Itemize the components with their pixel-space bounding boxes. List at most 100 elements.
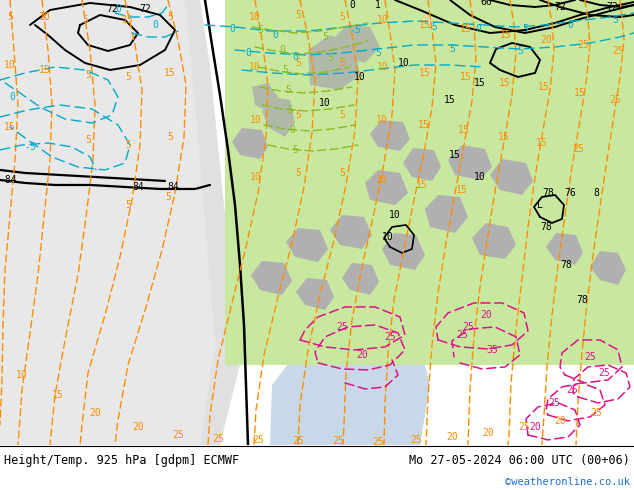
Text: 25: 25 <box>384 332 396 342</box>
Text: 10: 10 <box>376 175 388 185</box>
Text: 5: 5 <box>292 145 298 155</box>
Text: 5: 5 <box>85 135 91 145</box>
Text: 15: 15 <box>538 82 550 92</box>
Text: 20: 20 <box>356 350 368 360</box>
Text: 20: 20 <box>446 432 458 442</box>
Polygon shape <box>225 0 634 365</box>
Text: 5: 5 <box>295 58 301 68</box>
Text: 78: 78 <box>576 295 588 305</box>
Text: Height/Temp. 925 hPa [gdpm] ECMWF: Height/Temp. 925 hPa [gdpm] ECMWF <box>4 454 239 467</box>
Polygon shape <box>460 235 520 275</box>
Polygon shape <box>448 145 492 180</box>
Text: 5: 5 <box>82 15 88 25</box>
Text: 0: 0 <box>567 20 573 30</box>
Polygon shape <box>568 97 634 165</box>
Text: 5: 5 <box>449 44 455 54</box>
Polygon shape <box>425 195 468 233</box>
Text: 15: 15 <box>574 88 586 98</box>
Text: 0: 0 <box>289 125 295 135</box>
Text: 78: 78 <box>560 260 572 270</box>
Text: 25: 25 <box>212 434 224 444</box>
Text: 15: 15 <box>498 132 510 142</box>
Polygon shape <box>0 0 240 445</box>
Text: 15: 15 <box>474 78 486 88</box>
Polygon shape <box>252 83 278 113</box>
Text: 25: 25 <box>518 422 530 432</box>
Text: 0: 0 <box>245 48 251 58</box>
Text: 10: 10 <box>250 115 262 125</box>
Text: 0: 0 <box>229 24 235 34</box>
Text: 15: 15 <box>52 390 64 400</box>
Text: 5: 5 <box>85 70 91 80</box>
Text: -5: -5 <box>349 25 361 35</box>
Text: 15: 15 <box>444 95 456 105</box>
Text: 10: 10 <box>39 12 51 22</box>
Text: 72: 72 <box>554 2 566 12</box>
Polygon shape <box>472 223 516 259</box>
Text: 5: 5 <box>7 12 13 22</box>
Text: 8: 8 <box>593 188 599 198</box>
Text: 5: 5 <box>167 132 173 142</box>
Text: 25: 25 <box>456 330 468 340</box>
Polygon shape <box>335 25 380 63</box>
Text: 0: 0 <box>152 20 158 30</box>
Polygon shape <box>0 0 215 445</box>
Text: 15: 15 <box>536 138 548 148</box>
Text: 78: 78 <box>542 188 554 198</box>
Text: 76: 76 <box>564 188 576 198</box>
Text: 15: 15 <box>499 78 511 88</box>
Text: 15: 15 <box>456 185 468 195</box>
Text: 10: 10 <box>382 232 394 242</box>
Text: 15: 15 <box>419 68 431 78</box>
Polygon shape <box>262 97 295 137</box>
Text: 0: 0 <box>115 4 121 14</box>
Polygon shape <box>342 263 379 295</box>
Text: -5: -5 <box>426 22 438 32</box>
Text: 10: 10 <box>398 58 410 68</box>
Text: 35: 35 <box>486 345 498 355</box>
Text: 15: 15 <box>460 24 472 34</box>
Text: 25: 25 <box>336 322 348 332</box>
Text: 5: 5 <box>322 32 328 42</box>
Text: 84: 84 <box>167 182 179 192</box>
Text: 20: 20 <box>132 422 144 432</box>
Text: Mo 27-05-2024 06:00 UTC (00+06): Mo 27-05-2024 06:00 UTC (00+06) <box>409 454 630 467</box>
Polygon shape <box>225 0 310 365</box>
Polygon shape <box>298 100 360 155</box>
Text: 25: 25 <box>462 322 474 332</box>
Text: 5: 5 <box>295 168 301 178</box>
Text: 15: 15 <box>449 150 461 160</box>
Text: 15: 15 <box>419 20 431 30</box>
Text: 10: 10 <box>319 98 331 108</box>
Text: 5: 5 <box>517 46 523 56</box>
Text: 25: 25 <box>548 398 560 408</box>
Text: 15: 15 <box>39 65 51 75</box>
Text: 5: 5 <box>167 12 173 22</box>
Text: 10: 10 <box>377 62 389 72</box>
Text: 10: 10 <box>16 370 28 380</box>
Text: 20: 20 <box>482 428 494 438</box>
Text: 0: 0 <box>272 30 278 40</box>
Text: 5: 5 <box>282 65 288 75</box>
Text: 25: 25 <box>612 46 624 56</box>
Text: 10: 10 <box>249 62 261 72</box>
Text: 15: 15 <box>4 122 16 132</box>
Text: 72: 72 <box>606 2 618 12</box>
Text: 10: 10 <box>376 115 388 125</box>
Text: 5: 5 <box>327 53 333 63</box>
Text: 10: 10 <box>249 12 261 22</box>
Text: -84: -84 <box>0 175 17 185</box>
Polygon shape <box>490 159 533 195</box>
Polygon shape <box>296 278 334 310</box>
Text: 15: 15 <box>164 68 176 78</box>
Polygon shape <box>590 251 626 285</box>
Text: 25: 25 <box>572 144 584 154</box>
Text: 5: 5 <box>612 15 618 25</box>
Polygon shape <box>382 233 425 270</box>
Text: 25: 25 <box>252 435 264 445</box>
Text: 1: 1 <box>375 0 381 10</box>
Text: L: L <box>537 200 543 210</box>
Text: 5: 5 <box>165 192 171 202</box>
Text: 25: 25 <box>584 352 596 362</box>
Text: 20: 20 <box>89 408 101 418</box>
